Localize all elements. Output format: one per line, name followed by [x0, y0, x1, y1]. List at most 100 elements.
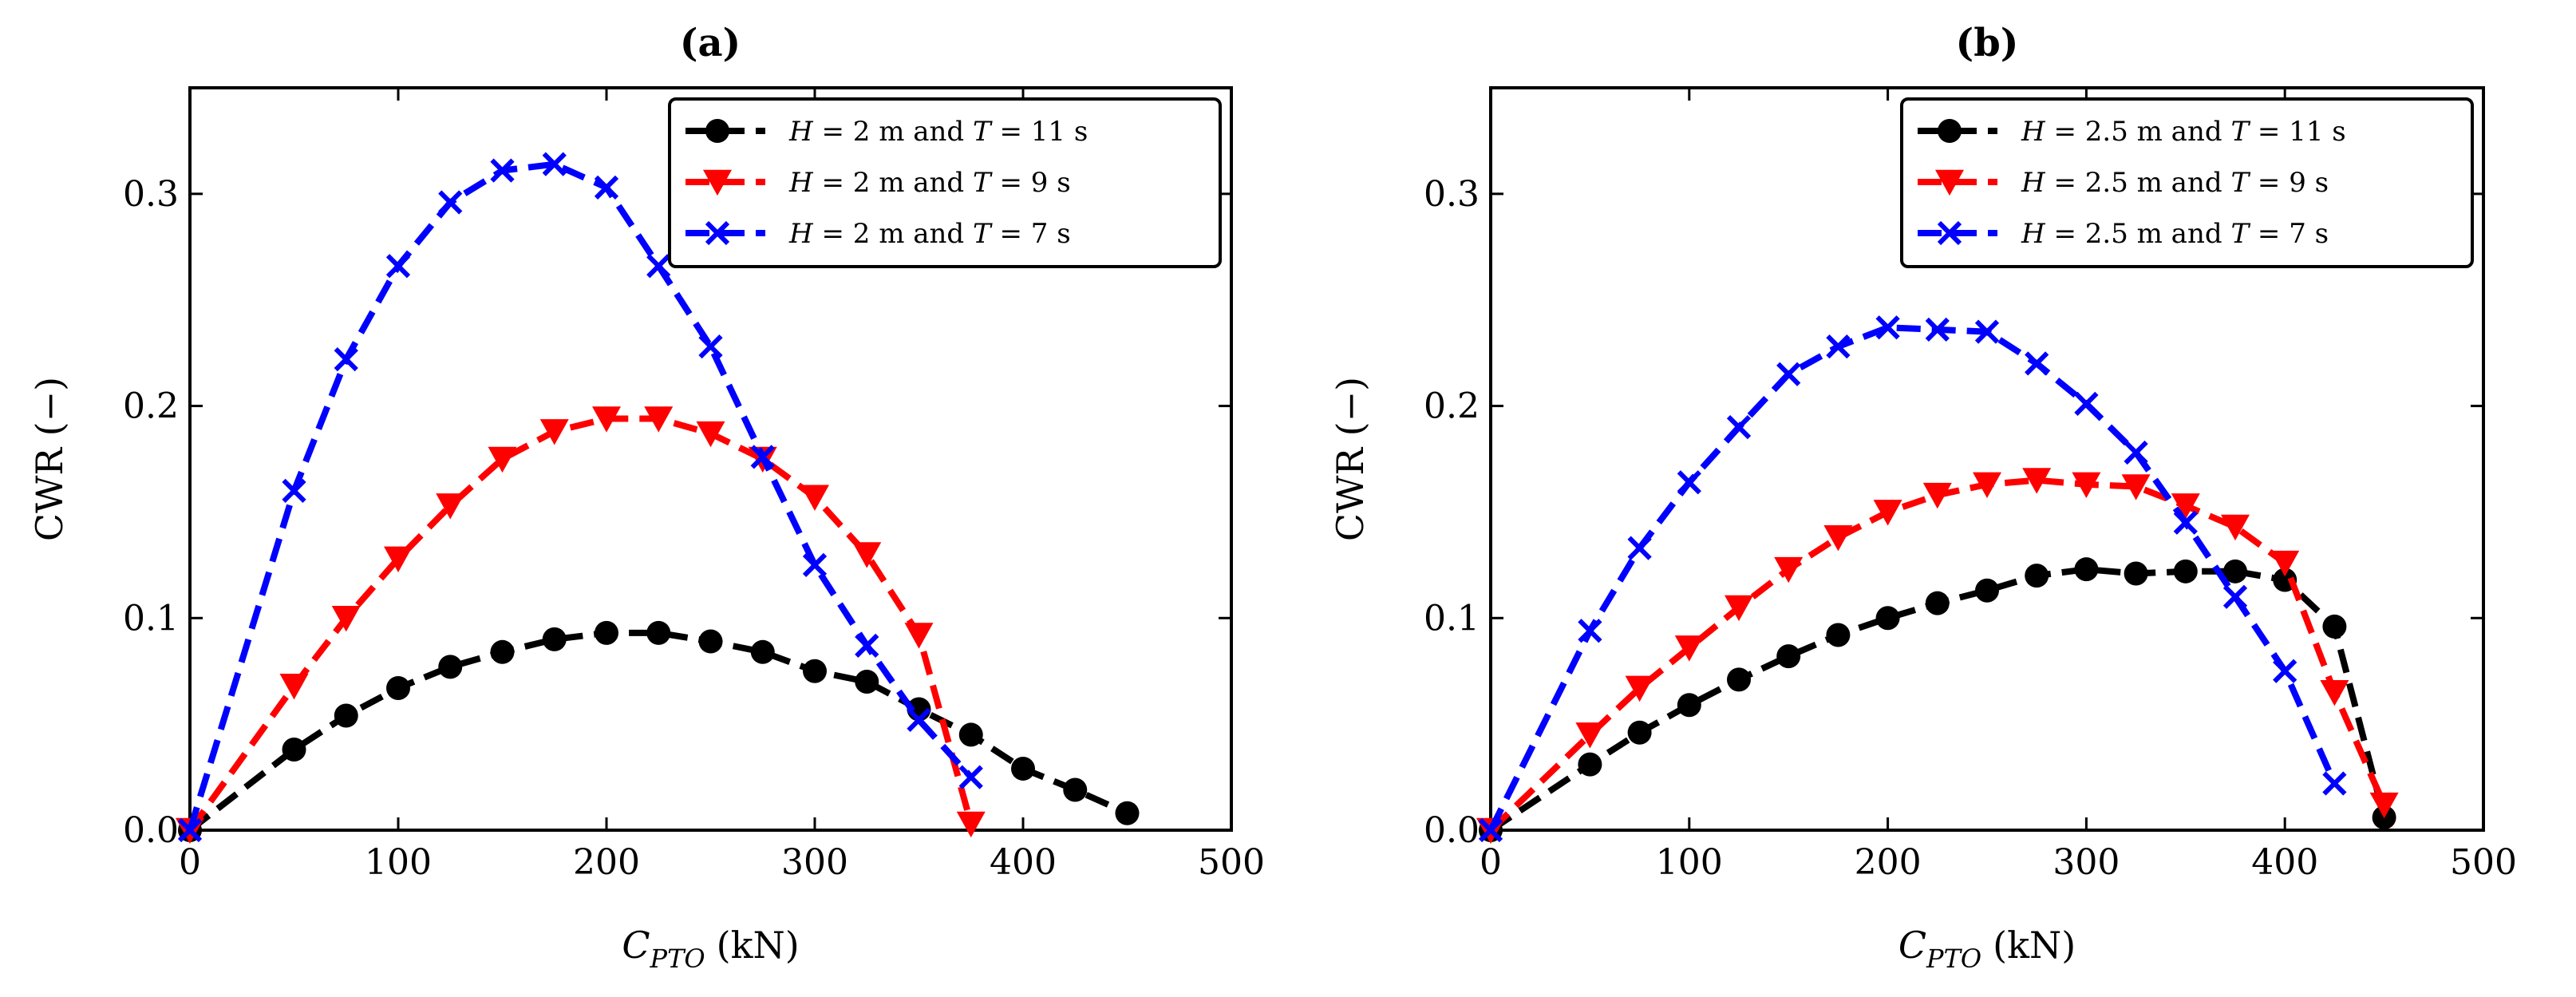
legend-symbol-h: H [788, 116, 814, 148]
legend-label: H = 2.5 m and T = 9 s [2021, 167, 2329, 199]
data-point [2121, 474, 2151, 500]
data-point [1727, 667, 1751, 692]
legend-text: = 11 s [2249, 116, 2346, 148]
legend-symbol-t: T [973, 116, 993, 148]
y-tick-label: 0.3 [1424, 174, 1480, 215]
y-tick-label: 0.2 [1424, 386, 1480, 427]
data-point [958, 765, 983, 789]
data-point [331, 605, 361, 632]
legend-text: = 2 m and [813, 218, 973, 250]
legend-text: = 2 m and [813, 116, 973, 148]
data-point [698, 334, 723, 359]
data-point [1063, 777, 1088, 802]
data-point [750, 445, 775, 469]
x-tick-label: 300 [781, 842, 848, 883]
data-point [800, 485, 829, 511]
data-point [2074, 557, 2099, 582]
legend-text: = 2.5 m and [2045, 116, 2231, 148]
data-point [1922, 482, 1952, 509]
legend-marker [1935, 169, 1964, 196]
data-point [1774, 556, 1804, 584]
legend-symbol-t: T [2230, 116, 2250, 148]
legend: H = 2 m and T = 11 sH = 2 m and T = 9 sH… [668, 97, 1222, 268]
data-point [1578, 752, 1602, 777]
x-tick-label: 0 [1480, 842, 1502, 883]
data-point [907, 707, 931, 732]
legend-text: = 7 s [2249, 218, 2329, 250]
data-point [595, 620, 618, 645]
x-axis-label-subscript: PTO [1926, 944, 1981, 974]
data-point [2171, 493, 2200, 520]
data-point [592, 406, 621, 433]
series-0 [1479, 557, 2396, 842]
data-point [803, 659, 827, 683]
data-point [646, 254, 671, 279]
data-point [1873, 500, 1902, 526]
x-axis-label-unit: (kN) [717, 924, 800, 967]
legend-text: = 7 s [991, 218, 1071, 250]
x-tick-label: 100 [365, 842, 432, 883]
plot-frame [188, 86, 1233, 832]
data-point [2072, 472, 2101, 498]
legend-label: H = 2.5 m and T = 7 s [2021, 218, 2329, 250]
legend-symbol-t: T [973, 167, 993, 199]
data-point [1478, 817, 1503, 843]
data-point [1575, 722, 1605, 749]
legend: H = 2.5 m and T = 11 s H = 2.5 m and T = … [1900, 97, 2474, 268]
series-1 [1476, 468, 2399, 845]
x-axis-label-symbol: C [622, 924, 650, 967]
legend-marker [705, 119, 729, 143]
legend-symbol-h: H [2021, 116, 2046, 148]
data-point [855, 633, 879, 658]
data-point [1974, 319, 2000, 344]
data-point [542, 627, 567, 651]
data-point [438, 655, 463, 679]
data-point [2322, 771, 2347, 796]
data-point [2025, 351, 2049, 376]
legend-box [1900, 97, 2474, 268]
data-point [2223, 559, 2247, 584]
data-point [384, 546, 413, 572]
y-tick-label: 0.0 [123, 810, 179, 851]
data-point [1875, 606, 1900, 631]
data-point [750, 639, 775, 664]
panel-title: (b) [1956, 21, 2019, 65]
data-point [1823, 525, 1853, 552]
data-point [2074, 391, 2099, 417]
data-point [436, 493, 465, 520]
data-point [1115, 801, 1140, 825]
data-point [696, 421, 725, 448]
data-point [1674, 635, 1704, 662]
panel-title: (a) [680, 21, 741, 65]
data-point [1925, 591, 1950, 615]
data-point [385, 254, 411, 279]
legend-symbol-h: H [788, 167, 814, 199]
legend-box [668, 97, 1222, 268]
x-tick-label: 500 [2450, 842, 2517, 883]
data-point [2124, 440, 2148, 465]
data-point [438, 190, 463, 215]
data-point [2222, 584, 2248, 609]
series-line [188, 629, 1129, 833]
x-axis-label: CPTO (kN) [1898, 924, 2076, 974]
data-point [1677, 693, 1701, 718]
data-point [2221, 514, 2250, 541]
data-point [1725, 595, 1753, 622]
legend-label: H = 2 m and T = 9 s [788, 167, 1071, 199]
data-point [594, 175, 619, 200]
series-2 [177, 152, 983, 843]
y-tick-label: 0.2 [123, 386, 179, 427]
data-point [646, 620, 671, 645]
data-point [1776, 644, 1801, 669]
data-point [2022, 468, 2052, 494]
legend-symbol-t: T [973, 218, 993, 250]
data-point [334, 703, 358, 728]
legend-symbol-h: H [2021, 218, 2046, 250]
data-point [2025, 564, 2049, 588]
data-point [1826, 334, 1851, 359]
y-axis-label: CWR (−) [1329, 377, 1372, 541]
legend-text: = 9 s [2249, 167, 2329, 199]
data-point [1627, 536, 1652, 560]
data-point [956, 811, 986, 838]
data-point [282, 738, 306, 762]
